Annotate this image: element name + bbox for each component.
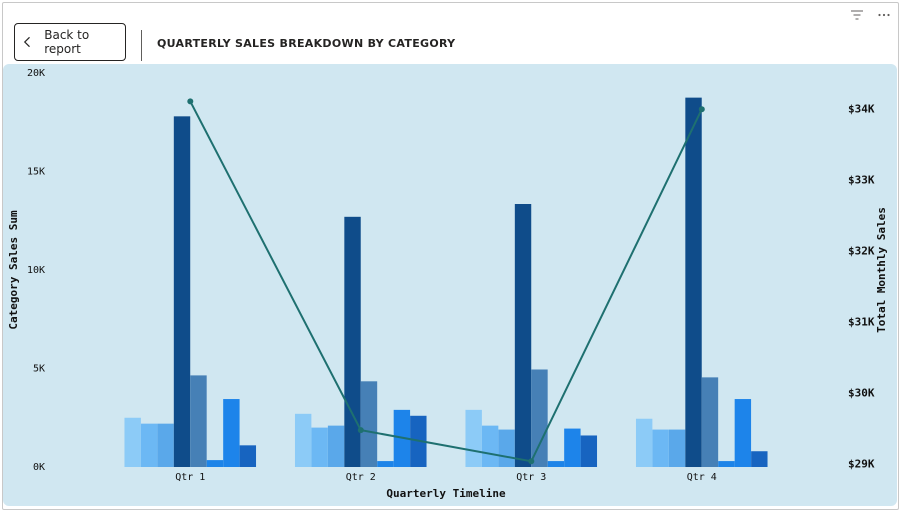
bar-qtr-3-s3[interactable] [498, 429, 515, 467]
x-axis-title: Quarterly Timeline [386, 487, 506, 500]
bar-qtr-4-s2[interactable] [652, 429, 669, 467]
bar-qtr-4-s4[interactable] [685, 97, 702, 468]
line-point-qtr-1[interactable] [187, 98, 194, 105]
line-series [189, 100, 703, 463]
y2-tick-label: $29K [848, 457, 875, 470]
bar-qtr-3-s8[interactable] [580, 435, 598, 467]
y2-tick-label: $31K [848, 315, 875, 328]
x-tick-label: Qtr 1 [175, 472, 205, 483]
y-axis-title: Category Sales Sum [7, 210, 20, 330]
y-tick-label: 15K [27, 167, 45, 178]
bar-qtr-3-s4[interactable] [514, 204, 532, 467]
bar-qtr-1-s6[interactable] [206, 460, 224, 467]
bar-qtr-3-s6[interactable] [547, 461, 565, 467]
back-to-report-button[interactable]: Back to report [14, 23, 126, 61]
line-point-qtr-3[interactable] [528, 458, 535, 465]
bar-qtr-4-s3[interactable] [668, 429, 686, 467]
bar-qtr-3-s7[interactable] [564, 428, 581, 467]
y2-axis-ticks: $29K $30K $31K $32K $33K $34K [848, 102, 875, 470]
line-points [187, 98, 705, 465]
bar-qtr-1-s3[interactable] [157, 423, 174, 467]
bar-qtr-2-s6[interactable] [377, 461, 394, 467]
bar-qtr-2-s1[interactable] [294, 413, 312, 467]
page-title: QUARTERLY SALES BREAKDOWN BY CATEGORY [157, 37, 456, 50]
x-tick-label: Qtr 3 [516, 472, 546, 483]
y2-tick-label: $30K [848, 386, 875, 399]
bar-qtr-3-s1[interactable] [465, 409, 482, 467]
back-button-label: Back to report [44, 28, 90, 56]
y-tick-label: 10K [27, 265, 45, 276]
filter-icon[interactable] [850, 9, 864, 21]
x-axis-ticks: Qtr 1 Qtr 2 Qtr 3 Qtr 4 [175, 472, 717, 483]
bar-qtr-4-s6[interactable] [718, 461, 735, 467]
bar-qtr-4-s5[interactable] [701, 377, 719, 467]
y-axis-ticks: 0K 5K 10K 15K 20K [27, 68, 45, 473]
bar-qtr-1-s4[interactable] [173, 116, 191, 467]
bar-series-group [124, 97, 768, 468]
x-tick-label: Qtr 2 [346, 472, 376, 483]
line-point-qtr-4[interactable] [698, 106, 705, 113]
y2-tick-label: $34K [848, 102, 875, 115]
bar-qtr-3-s2[interactable] [481, 425, 499, 467]
y2-tick-label: $32K [848, 244, 875, 257]
bar-qtr-2-s5[interactable] [360, 381, 378, 467]
bar-qtr-3-s5[interactable] [531, 369, 548, 467]
header-divider [141, 30, 142, 61]
more-options-icon[interactable] [877, 9, 891, 21]
bar-qtr-1-s8[interactable] [239, 445, 257, 467]
line-point-qtr-2[interactable] [357, 427, 364, 434]
y-tick-label: 0K [33, 462, 45, 473]
chevron-left-icon [23, 36, 30, 48]
bar-qtr-1-s1[interactable] [124, 417, 141, 467]
bar-qtr-4-s8[interactable] [751, 451, 768, 467]
y2-axis-title: Total Monthly Sales [875, 207, 888, 333]
x-tick-label: Qtr 4 [687, 472, 717, 483]
bar-qtr-4-s1[interactable] [635, 418, 653, 467]
bar-qtr-4-s7[interactable] [734, 399, 752, 467]
bar-qtr-1-s2[interactable] [140, 423, 158, 467]
y-tick-label: 20K [27, 68, 45, 79]
y2-tick-label: $33K [848, 173, 875, 186]
bar-qtr-1-s7[interactable] [223, 399, 240, 467]
bar-qtr-2-s3[interactable] [327, 425, 345, 467]
bar-qtr-2-s2[interactable] [311, 427, 328, 467]
bar-qtr-1-s5[interactable] [190, 375, 207, 467]
y-tick-label: 5K [33, 364, 45, 375]
